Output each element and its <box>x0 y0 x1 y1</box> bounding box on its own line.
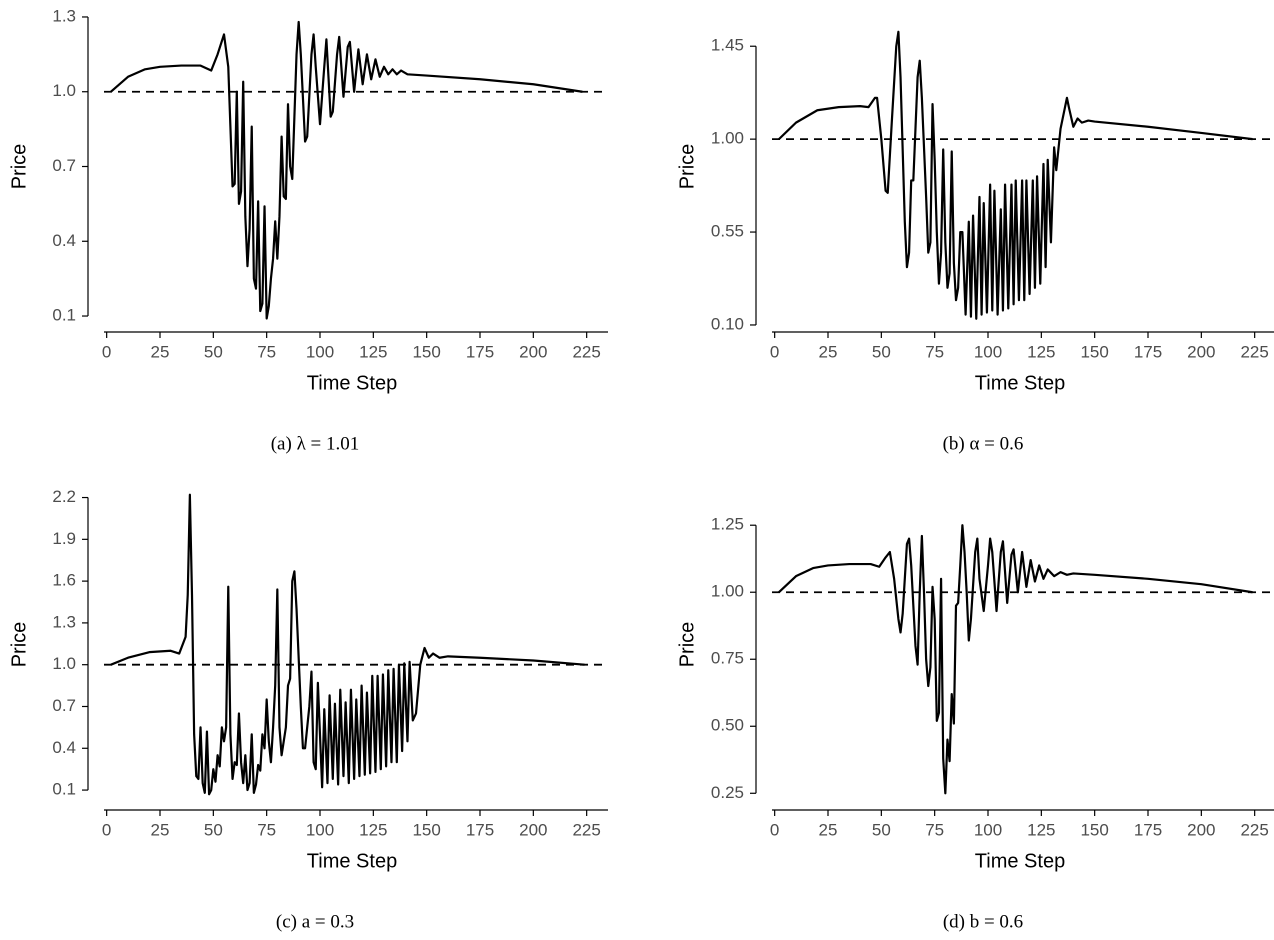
x-tick-label: 150 <box>1080 820 1108 839</box>
x-tick-label: 25 <box>819 820 838 839</box>
x-tick-label: 50 <box>204 820 223 839</box>
x-tick-label: 150 <box>1080 342 1108 361</box>
x-tick-label: 225 <box>572 820 600 839</box>
x-tick-label: 225 <box>572 342 600 361</box>
x-tick-label: 0 <box>770 342 779 361</box>
caption: (c) a = 0.3 <box>276 911 354 932</box>
x-tick-label: 175 <box>1134 342 1162 361</box>
x-tick-label: 200 <box>519 820 547 839</box>
y-tick-label: 1.25 <box>711 515 744 534</box>
y-tick-label: 1.6 <box>52 571 76 590</box>
x-tick-label: 25 <box>151 820 170 839</box>
y-tick-label: 1.0 <box>52 81 76 100</box>
x-tick-label: 150 <box>412 342 440 361</box>
x-tick-label: 175 <box>1134 820 1162 839</box>
x-tick-label: 150 <box>412 820 440 839</box>
x-tick-label: 50 <box>872 342 891 361</box>
x-tick-label: 100 <box>974 820 1002 839</box>
y-tick-label: 1.0 <box>52 654 76 673</box>
y-tick-label: 0.1 <box>52 780 76 799</box>
x-tick-label: 125 <box>1027 342 1055 361</box>
price-line <box>110 493 585 796</box>
x-tick-label: 225 <box>1240 820 1268 839</box>
y-tick-label: 0.25 <box>711 783 744 802</box>
x-axis-label: Time Step <box>307 850 397 872</box>
y-tick-label: 1.45 <box>711 36 744 55</box>
caption: (b) α = 0.6 <box>943 433 1024 454</box>
x-tick-label: 200 <box>519 342 547 361</box>
x-tick-label: 175 <box>466 342 494 361</box>
x-tick-label: 50 <box>872 820 891 839</box>
caption: (a) λ = 1.01 <box>271 433 360 454</box>
y-tick-label: 0.4 <box>52 231 76 250</box>
x-tick-label: 225 <box>1240 342 1268 361</box>
x-axis-label: Time Step <box>975 372 1065 394</box>
x-tick-label: 75 <box>257 342 276 361</box>
caption: (d) b = 0.6 <box>943 911 1023 932</box>
x-tick-label: 100 <box>306 342 334 361</box>
y-tick-label: 1.9 <box>52 529 76 548</box>
x-tick-label: 25 <box>819 342 838 361</box>
x-tick-label: 50 <box>204 342 223 361</box>
y-tick-label: 0.75 <box>711 649 744 668</box>
y-tick-label: 0.7 <box>52 156 76 175</box>
x-tick-label: 25 <box>151 342 170 361</box>
x-tick-label: 200 <box>1187 820 1215 839</box>
x-tick-label: 100 <box>974 342 1002 361</box>
y-axis-label: Price <box>8 622 30 668</box>
x-tick-label: 75 <box>925 820 944 839</box>
x-tick-label: 125 <box>1027 820 1055 839</box>
y-tick-label: 1.00 <box>711 582 744 601</box>
x-tick-label: 75 <box>925 342 944 361</box>
y-axis-label: Price <box>676 622 698 668</box>
x-tick-label: 125 <box>359 342 387 361</box>
x-axis-label: Time Step <box>975 850 1065 872</box>
price-line <box>110 20 583 320</box>
y-tick-label: 1.00 <box>711 129 744 148</box>
x-tick-label: 175 <box>466 820 494 839</box>
x-tick-label: 200 <box>1187 342 1215 361</box>
y-tick-label: 0.55 <box>711 222 744 241</box>
x-tick-label: 0 <box>102 342 111 361</box>
y-tick-label: 0.1 <box>52 306 76 325</box>
y-axis-label: Price <box>676 144 698 190</box>
y-tick-label: 2.2 <box>52 487 76 506</box>
y-tick-label: 1.3 <box>52 612 76 631</box>
y-tick-label: 0.7 <box>52 696 76 715</box>
x-tick-label: 75 <box>257 820 276 839</box>
x-tick-label: 0 <box>770 820 779 839</box>
price-line <box>778 30 1253 320</box>
y-tick-label: 0.4 <box>52 738 76 757</box>
y-tick-label: 1.3 <box>52 6 76 25</box>
y-tick-label: 0.10 <box>711 314 744 333</box>
x-tick-label: 100 <box>306 820 334 839</box>
y-axis-label: Price <box>8 144 30 190</box>
x-tick-label: 125 <box>359 820 387 839</box>
x-tick-label: 0 <box>102 820 111 839</box>
x-axis-label: Time Step <box>307 372 397 394</box>
y-tick-label: 0.50 <box>711 716 744 735</box>
price-line <box>778 524 1253 795</box>
